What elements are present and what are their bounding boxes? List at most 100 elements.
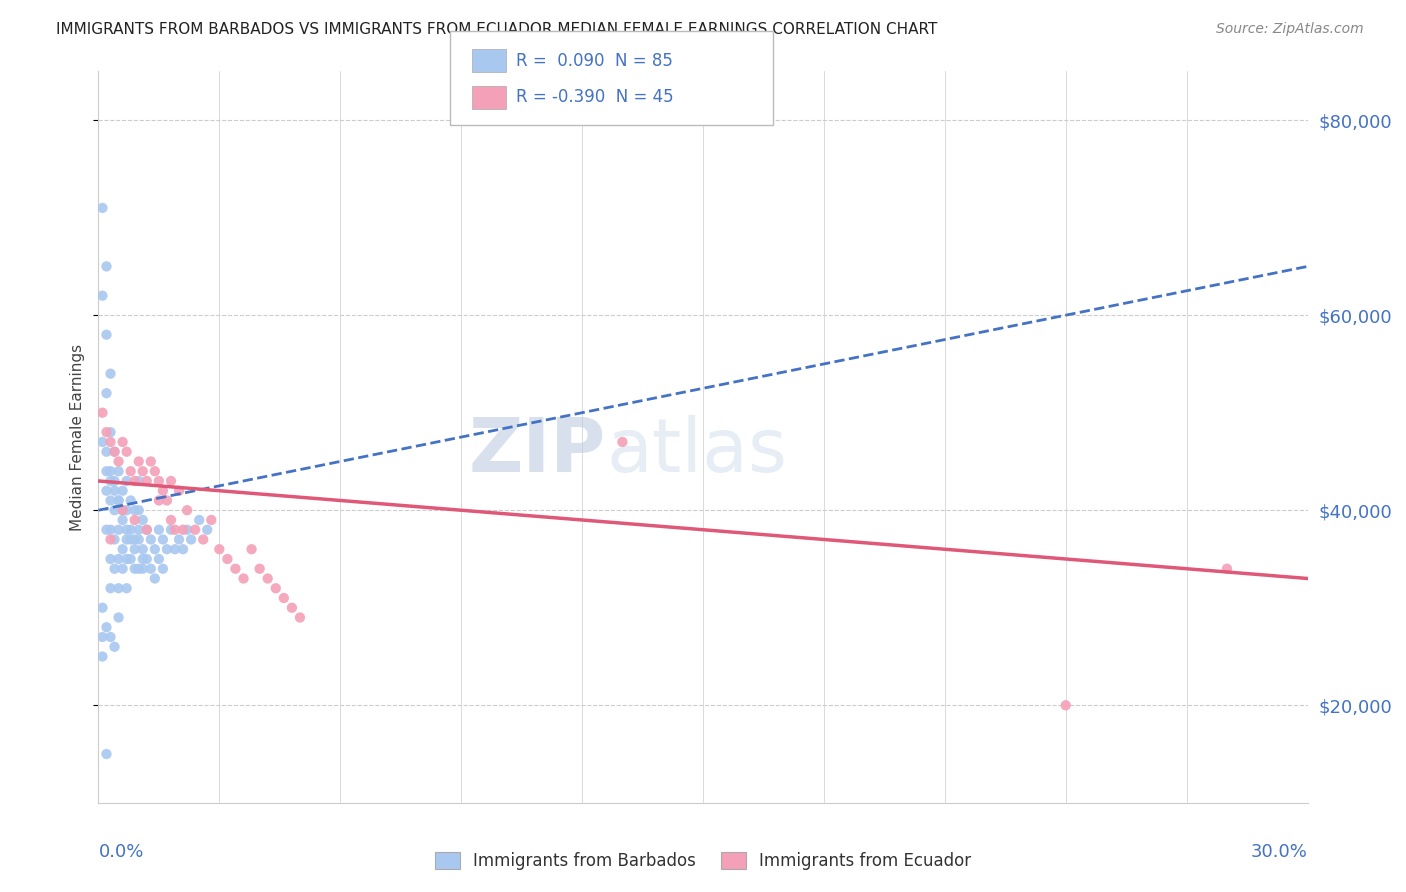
Point bbox=[120, 523, 142, 537]
Point bbox=[100, 533, 122, 547]
Point bbox=[96, 260, 118, 274]
Point bbox=[103, 503, 125, 517]
Point bbox=[124, 503, 146, 517]
Point bbox=[103, 640, 125, 654]
Point bbox=[156, 493, 179, 508]
Point bbox=[111, 503, 134, 517]
Point bbox=[107, 454, 129, 468]
Text: 0.0%: 0.0% bbox=[98, 843, 143, 861]
Point bbox=[124, 542, 146, 557]
Point bbox=[111, 542, 134, 557]
Point bbox=[100, 552, 122, 566]
Point bbox=[107, 581, 129, 595]
Point bbox=[103, 444, 125, 458]
Point bbox=[115, 444, 138, 458]
Point bbox=[91, 406, 114, 420]
Point bbox=[132, 464, 155, 478]
Point bbox=[128, 454, 150, 468]
Point bbox=[96, 327, 118, 342]
Point bbox=[148, 523, 170, 537]
Point bbox=[167, 483, 190, 498]
Point bbox=[96, 425, 118, 440]
Point bbox=[96, 523, 118, 537]
Point bbox=[148, 493, 170, 508]
Point bbox=[152, 562, 174, 576]
Point bbox=[132, 542, 155, 557]
Point bbox=[115, 552, 138, 566]
Point bbox=[195, 523, 218, 537]
Point bbox=[115, 503, 138, 517]
Point bbox=[111, 562, 134, 576]
Point bbox=[167, 533, 190, 547]
Point bbox=[281, 600, 304, 615]
Point bbox=[100, 474, 122, 488]
Point bbox=[120, 533, 142, 547]
Point bbox=[111, 503, 134, 517]
Point bbox=[124, 562, 146, 576]
Point bbox=[132, 552, 155, 566]
Point bbox=[91, 600, 114, 615]
Point bbox=[143, 572, 166, 586]
Text: 30.0%: 30.0% bbox=[1251, 843, 1308, 861]
Point bbox=[148, 552, 170, 566]
Point bbox=[143, 464, 166, 478]
Point bbox=[232, 572, 254, 586]
Point bbox=[128, 474, 150, 488]
Point bbox=[160, 513, 183, 527]
Point bbox=[107, 493, 129, 508]
Point bbox=[156, 542, 179, 557]
Point bbox=[100, 581, 122, 595]
Point bbox=[124, 513, 146, 527]
Point bbox=[132, 562, 155, 576]
Point bbox=[103, 483, 125, 498]
Point bbox=[224, 562, 246, 576]
Point bbox=[135, 474, 157, 488]
Point bbox=[115, 523, 138, 537]
Point bbox=[139, 533, 162, 547]
Point bbox=[172, 523, 194, 537]
Point bbox=[128, 503, 150, 517]
Point bbox=[128, 523, 150, 537]
Point bbox=[176, 523, 198, 537]
Point bbox=[135, 523, 157, 537]
Point bbox=[115, 474, 138, 488]
Point bbox=[91, 201, 114, 215]
Point bbox=[160, 474, 183, 488]
Point bbox=[120, 552, 142, 566]
Point bbox=[96, 444, 118, 458]
Text: atlas: atlas bbox=[606, 415, 787, 488]
Point bbox=[139, 454, 162, 468]
Point bbox=[96, 747, 118, 761]
Point bbox=[188, 513, 211, 527]
Point bbox=[124, 533, 146, 547]
Point bbox=[91, 434, 114, 449]
Point bbox=[107, 610, 129, 624]
Point bbox=[96, 483, 118, 498]
Point bbox=[100, 425, 122, 440]
Point bbox=[273, 591, 295, 605]
Text: R =  0.090  N = 85: R = 0.090 N = 85 bbox=[516, 52, 673, 70]
Text: IMMIGRANTS FROM BARBADOS VS IMMIGRANTS FROM ECUADOR MEDIAN FEMALE EARNINGS CORRE: IMMIGRANTS FROM BARBADOS VS IMMIGRANTS F… bbox=[56, 22, 938, 37]
Point bbox=[160, 523, 183, 537]
Point bbox=[264, 581, 287, 595]
Point bbox=[124, 474, 146, 488]
Point bbox=[100, 493, 122, 508]
Text: R = -0.390  N = 45: R = -0.390 N = 45 bbox=[516, 88, 673, 106]
Point bbox=[1216, 562, 1239, 576]
Point bbox=[111, 513, 134, 527]
Point bbox=[120, 493, 142, 508]
Point bbox=[91, 288, 114, 302]
Point bbox=[184, 523, 207, 537]
Point bbox=[176, 503, 198, 517]
Point bbox=[240, 542, 263, 557]
Point bbox=[163, 523, 186, 537]
Point bbox=[193, 533, 215, 547]
Point bbox=[152, 483, 174, 498]
Point bbox=[1054, 698, 1077, 713]
Point bbox=[100, 464, 122, 478]
Point bbox=[208, 542, 231, 557]
Point bbox=[100, 630, 122, 644]
Point bbox=[128, 562, 150, 576]
Point bbox=[143, 542, 166, 557]
Point bbox=[163, 542, 186, 557]
